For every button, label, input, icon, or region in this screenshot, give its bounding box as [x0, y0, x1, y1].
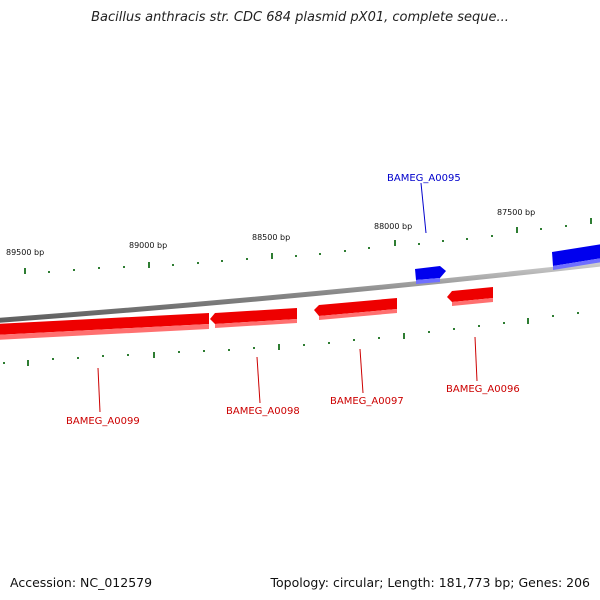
gene-label-BAMEG_A0096[interactable]: BAMEG_A0096 [446, 384, 520, 395]
map-title: Bacillus anthracis str. CDC 684 plasmid … [91, 10, 509, 25]
backbone-arc [0, 261, 600, 323]
outer-major-ticks [24, 218, 592, 274]
inner-major-ticks [27, 318, 529, 366]
inner-ticks [3, 312, 579, 364]
topology-summary: Topology: circular; Length: 181,773 bp; … [270, 575, 591, 590]
gene-BAMEG_A0096[interactable] [447, 287, 493, 306]
gene-label-BAMEG_A0099[interactable]: BAMEG_A0099 [66, 416, 140, 427]
accession-text: Accession: NC_012579 [10, 575, 153, 590]
tick-label-89000: 89000 bp [129, 241, 167, 250]
gene-label-BAMEG_A0097[interactable]: BAMEG_A0097 [330, 396, 404, 407]
gene-label-BAMEG_A0095[interactable]: BAMEG_A0095 [387, 173, 461, 184]
gene-BAMEG_A0099[interactable] [0, 313, 209, 340]
gene-BAMEG_A0098[interactable] [210, 308, 297, 328]
leader-BAMEG_A0099 [97, 367, 101, 413]
leader-BAMEG_A0096 [474, 336, 478, 382]
gene-BAMEG_A0095[interactable] [415, 266, 446, 284]
tick-label-87500: 87500 bp [497, 208, 535, 217]
gene-forward-partial[interactable] [552, 244, 600, 270]
leader-BAMEG_A0098 [256, 356, 261, 404]
tick-label-88500: 88500 bp [252, 233, 290, 242]
tick-label-88000: 88000 bp [374, 222, 412, 231]
tick-label-89500: 89500 bp [6, 248, 44, 257]
gene-label-BAMEG_A0098[interactable]: BAMEG_A0098 [226, 406, 300, 417]
outer-ticks [48, 225, 567, 273]
gene-BAMEG_A0097[interactable] [314, 298, 397, 320]
leader-BAMEG_A0097 [359, 348, 364, 394]
leader-BAMEG_A0095 [420, 182, 427, 234]
